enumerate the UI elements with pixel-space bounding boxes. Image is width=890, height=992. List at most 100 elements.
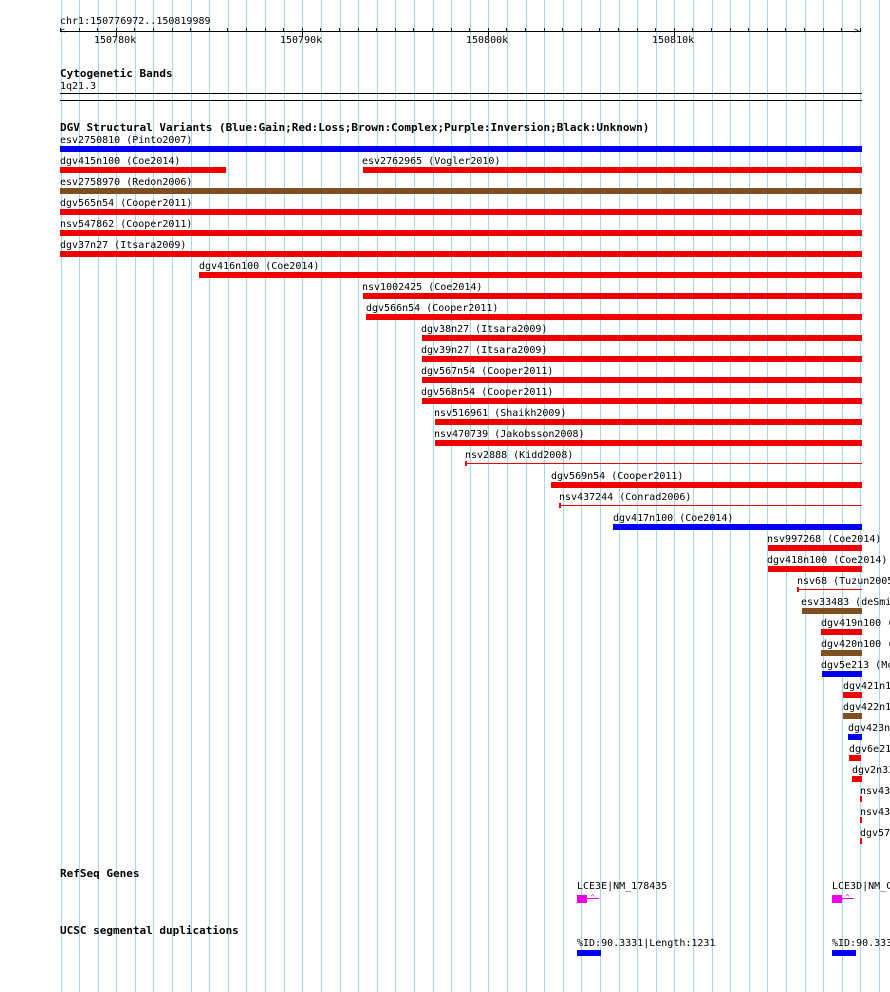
variant-bar[interactable]	[821, 629, 862, 635]
variant-bar[interactable]	[422, 377, 862, 383]
ruler-minor-tick	[395, 28, 396, 31]
variant-label[interactable]: nsv43	[860, 807, 890, 818]
ruler-minor-tick	[227, 28, 228, 31]
variant-label[interactable]: dgv416n100 (Coe2014)	[199, 261, 320, 272]
variant-label[interactable]: esv33483 (deSmi	[801, 597, 890, 608]
variant-label[interactable]: dgv39n27 (Itsara2009)	[421, 345, 548, 356]
variant-label[interactable]: dgv567n54 (Cooper2011)	[421, 366, 554, 377]
variant-bar[interactable]	[852, 776, 862, 782]
variant-label[interactable]: dgv38n27 (Itsara2009)	[421, 324, 548, 335]
variant-label[interactable]: dgv566n54 (Cooper2011)	[366, 303, 499, 314]
ruler-minor-tick	[748, 28, 749, 31]
variant-bar[interactable]	[199, 272, 862, 278]
variant-label[interactable]: dgv6e21	[849, 744, 890, 755]
variant-bar[interactable]	[422, 335, 862, 341]
variant-label[interactable]: nsv547862 (Cooper2011)	[60, 219, 193, 230]
gene-feature[interactable]: ^	[832, 894, 854, 904]
ruler-minor-tick	[841, 28, 842, 31]
variant-line[interactable]	[797, 587, 862, 592]
variant-label[interactable]: nsv68 (Tuzun2005	[797, 576, 890, 587]
variant-line[interactable]	[465, 461, 862, 466]
ruler-minor-tick	[544, 28, 545, 31]
variant-bar[interactable]	[843, 713, 862, 719]
variant-bar[interactable]	[435, 440, 862, 446]
variant-bar[interactable]	[60, 188, 862, 194]
ruler-minor-tick	[246, 28, 247, 31]
variant-label[interactable]: nsv997268 (Coe2014)	[767, 534, 882, 545]
variant-bar[interactable]	[435, 419, 862, 425]
variant-label[interactable]: nsv43	[860, 786, 890, 797]
variant-bar[interactable]	[60, 146, 862, 152]
variant-label[interactable]: dgv57	[860, 828, 890, 839]
variant-label[interactable]: nsv1002425 (Coe2014)	[362, 282, 483, 293]
variant-label[interactable]: dgv420n100 (	[821, 639, 890, 650]
variant-label[interactable]: nsv2888 (Kidd2008)	[465, 450, 574, 461]
variant-label[interactable]: esv2762965 (Vogler2010)	[362, 156, 501, 167]
variant-label[interactable]: dgv565n54 (Cooper2011)	[60, 198, 193, 209]
variant-label[interactable]: dgv2n33	[852, 765, 890, 776]
gene-exon	[577, 895, 587, 903]
variant-label[interactable]: dgv419n100 (	[821, 618, 890, 629]
variant-label[interactable]: dgv568n54 (Cooper2011)	[421, 387, 554, 398]
variant-label[interactable]: nsv437244 (Conrad2006)	[559, 492, 692, 503]
variant-label[interactable]: esv2750810 (Pinto2007)	[60, 135, 193, 146]
ruler-tick-label: 150800k	[466, 35, 509, 46]
variant-bar[interactable]	[363, 167, 862, 173]
variant-label[interactable]: esv2758970 (Redon2006)	[60, 177, 193, 188]
variant-tick[interactable]	[860, 838, 862, 844]
variant-bar[interactable]	[849, 755, 861, 761]
variant-label[interactable]: dgv37n27 (Itsara2009)	[60, 240, 187, 251]
variant-bar[interactable]	[422, 356, 862, 362]
variant-bar[interactable]	[363, 293, 862, 299]
variant-bar[interactable]	[822, 671, 862, 677]
ruler-minor-tick	[692, 28, 693, 31]
segdup-bar[interactable]	[577, 950, 601, 956]
variant-endcap	[465, 461, 467, 466]
variant-bar[interactable]	[802, 608, 862, 614]
ruler-minor-tick	[562, 28, 563, 31]
variant-label[interactable]: nsv470739 (Jakobsson2008)	[434, 429, 585, 440]
ruler-minor-tick	[320, 28, 321, 31]
variant-label[interactable]: dgv423n	[848, 723, 890, 734]
variant-bar[interactable]	[422, 398, 862, 404]
variant-bar[interactable]	[60, 251, 862, 257]
gene-feature[interactable]: ^	[577, 894, 599, 904]
variant-bar[interactable]	[60, 167, 226, 173]
segdup-bar[interactable]	[832, 950, 856, 956]
variant-bar[interactable]	[768, 566, 862, 572]
variant-tick[interactable]	[860, 817, 862, 823]
ruler-right-arrow-icon: >	[854, 26, 859, 35]
variant-bar[interactable]	[843, 692, 862, 698]
cytoband-label: 1q21.3	[60, 81, 97, 92]
variant-label[interactable]: dgv417n100 (Coe2014)	[613, 513, 734, 524]
gene-label[interactable]: LCE3D|NM_C	[832, 881, 890, 892]
variant-label[interactable]: nsv516961 (Shaikh2009)	[434, 408, 567, 419]
ruler-minor-tick	[655, 28, 656, 31]
gene-label[interactable]: LCE3E|NM_178435	[577, 881, 668, 892]
variant-label[interactable]: dgv5e213 (Mc	[821, 660, 890, 671]
variant-bar[interactable]	[821, 650, 862, 656]
variant-line[interactable]	[559, 503, 862, 508]
variant-bar[interactable]	[848, 734, 862, 740]
ruler-minor-tick	[711, 28, 712, 31]
variant-label[interactable]: dgv421n1	[843, 681, 890, 692]
ruler-minor-tick	[60, 28, 61, 31]
variant-tick[interactable]	[860, 796, 862, 802]
variant-bar[interactable]	[60, 230, 862, 236]
variant-bar[interactable]	[60, 209, 862, 215]
ruler-minor-tick	[153, 28, 154, 31]
ruler-minor-tick	[432, 28, 433, 31]
segdup-label[interactable]: %ID:90.333	[832, 938, 890, 949]
variant-label[interactable]: dgv422n1	[843, 702, 890, 713]
variant-bar[interactable]	[768, 545, 862, 551]
variant-bar[interactable]	[613, 524, 862, 530]
variant-label[interactable]: dgv415n100 (Coe2014)	[60, 156, 181, 167]
variant-bar[interactable]	[366, 314, 862, 320]
ruler-minor-tick	[190, 28, 191, 31]
ruler-minor-tick	[451, 28, 452, 31]
variant-label[interactable]: dgv418n100 (Coe2014)	[767, 555, 888, 566]
segdup-label[interactable]: %ID:90.3331|Length:1231	[577, 938, 716, 949]
variant-bar[interactable]	[551, 482, 862, 488]
variant-label[interactable]: dgv569n54 (Cooper2011)	[551, 471, 684, 482]
ruler-major-tick	[674, 31, 675, 37]
